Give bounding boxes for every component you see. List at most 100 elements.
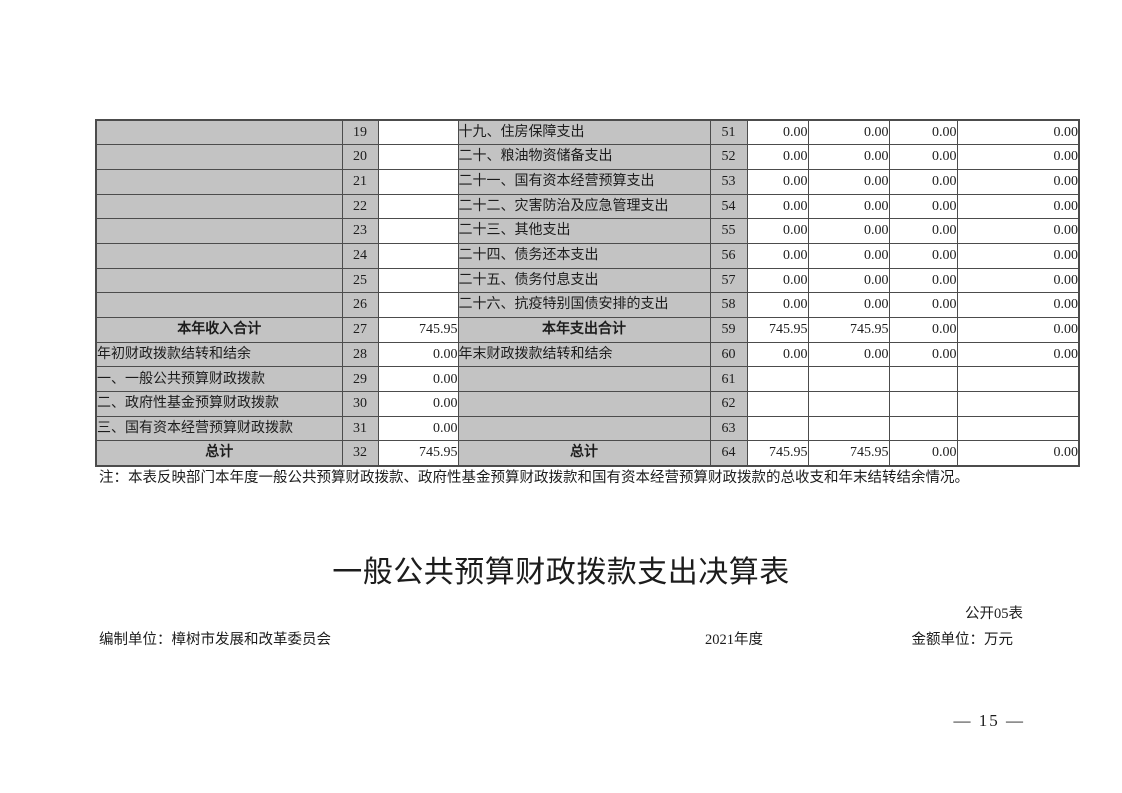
right-line-number: 54 (709, 193, 748, 220)
right-amount-3: 0.00 (888, 267, 958, 294)
right-amount-2: 0.00 (807, 193, 890, 220)
right-amount-4: 0.00 (956, 341, 1080, 368)
right-amount-2: 745.95 (807, 440, 890, 467)
right-amount-3: 0.00 (888, 341, 958, 368)
table-code-label: 公开05表 (965, 606, 1023, 622)
right-amount-1: 0.00 (746, 193, 809, 220)
right-amount-1 (746, 391, 809, 417)
table-row: 26 二十六、抗疫特别国债安排的支出 58 0.00 0.00 0.00 0.0… (95, 292, 1080, 318)
left-item-label (95, 193, 343, 220)
left-line-number: 26 (341, 292, 379, 318)
left-item-label (95, 242, 343, 269)
left-amount: 745.95 (377, 317, 459, 343)
right-line-number: 55 (709, 218, 748, 244)
right-amount-3: 0.00 (888, 119, 958, 146)
table-row: 23 二十三、其他支出 55 0.00 0.00 0.00 0.00 (95, 218, 1080, 244)
right-amount-3: 0.00 (888, 317, 958, 343)
table-row: 19 十九、住房保障支出 51 0.00 0.00 0.00 0.00 (95, 119, 1080, 146)
table-row: 本年收入合计 27 745.95 本年支出合计 59 745.95 745.95… (95, 317, 1080, 343)
right-amount-2: 0.00 (807, 242, 890, 269)
right-item-label: 二十二、灾害防治及应急管理支出 (457, 193, 711, 220)
right-amount-1: 0.00 (746, 218, 809, 244)
prepared-by-label: 编制单位：樟树市发展和改革委员会 (99, 632, 331, 648)
left-line-number: 20 (341, 144, 379, 170)
left-item-label: 三、国有资本经营预算财政拨款 (95, 415, 343, 442)
right-amount-4: 0.00 (956, 218, 1080, 244)
right-amount-2: 0.00 (807, 119, 890, 146)
right-amount-4 (956, 366, 1080, 393)
left-line-number: 25 (341, 267, 379, 294)
next-table-title: 一般公共预算财政拨款支出决算表 (332, 556, 790, 589)
right-amount-2 (807, 391, 890, 417)
right-amount-4 (956, 391, 1080, 417)
amount-unit-label: 金额单位：万元 (911, 632, 1014, 648)
right-amount-2: 0.00 (807, 267, 890, 294)
left-line-number: 27 (341, 317, 379, 343)
page-number: — 15 — (953, 711, 1025, 730)
right-item-label: 十九、住房保障支出 (457, 119, 711, 146)
left-item-label (95, 267, 343, 294)
right-amount-1: 0.00 (746, 144, 809, 170)
right-item-label (457, 415, 711, 442)
left-item-label: 二、政府性基金预算财政拨款 (95, 391, 343, 417)
left-amount (377, 267, 459, 294)
right-amount-4: 0.00 (956, 292, 1080, 318)
right-amount-2: 0.00 (807, 144, 890, 170)
left-line-number: 31 (341, 415, 379, 442)
right-amount-2 (807, 415, 890, 442)
right-line-number: 53 (709, 168, 748, 195)
left-line-number: 19 (341, 119, 379, 146)
left-line-number: 28 (341, 341, 379, 368)
right-amount-1: 0.00 (746, 119, 809, 146)
right-amount-3: 0.00 (888, 242, 958, 269)
right-item-label (457, 366, 711, 393)
right-amount-4: 0.00 (956, 440, 1080, 467)
right-amount-3: 0.00 (888, 144, 958, 170)
right-amount-1: 0.00 (746, 341, 809, 368)
right-amount-4: 0.00 (956, 267, 1080, 294)
right-amount-4: 0.00 (956, 119, 1080, 146)
left-item-label: 年初财政拨款结转和结余 (95, 341, 343, 368)
left-amount: 0.00 (377, 415, 459, 442)
right-amount-1: 745.95 (746, 440, 809, 467)
left-item-label (95, 144, 343, 170)
left-amount (377, 292, 459, 318)
left-item-label (95, 292, 343, 318)
left-amount (377, 218, 459, 244)
table-note: 注：本表反映部门本年度一般公共预算财政拨款、政府性基金预算财政拨款和国有资本经营… (99, 470, 969, 486)
left-item-label: 总计 (95, 440, 343, 467)
left-item-label (95, 119, 343, 146)
right-amount-3 (888, 415, 958, 442)
right-line-number: 60 (709, 341, 748, 368)
table-row: 年初财政拨款结转和结余 28 0.00 年末财政拨款结转和结余 60 0.00 … (95, 341, 1080, 368)
right-amount-2 (807, 366, 890, 393)
right-line-number: 59 (709, 317, 748, 343)
right-amount-4: 0.00 (956, 242, 1080, 269)
right-line-number: 51 (709, 119, 748, 146)
right-amount-3: 0.00 (888, 193, 958, 220)
right-amount-3: 0.00 (888, 168, 958, 195)
right-amount-4: 0.00 (956, 168, 1080, 195)
right-line-number: 57 (709, 267, 748, 294)
right-line-number: 64 (709, 440, 748, 467)
table-row: 一、一般公共预算财政拨款 29 0.00 61 (95, 366, 1080, 393)
left-amount: 745.95 (377, 440, 459, 467)
left-item-label (95, 218, 343, 244)
right-line-number: 62 (709, 391, 748, 417)
right-item-label: 总计 (457, 440, 711, 467)
right-amount-2: 0.00 (807, 341, 890, 368)
right-amount-1: 0.00 (746, 292, 809, 318)
left-amount (377, 119, 459, 146)
right-item-label: 二十、粮油物资储备支出 (457, 144, 711, 170)
right-amount-4 (956, 415, 1080, 442)
right-amount-2: 0.00 (807, 218, 890, 244)
right-item-label: 二十一、国有资本经营预算支出 (457, 168, 711, 195)
left-line-number: 24 (341, 242, 379, 269)
right-line-number: 61 (709, 366, 748, 393)
left-amount (377, 168, 459, 195)
left-line-number: 29 (341, 366, 379, 393)
right-amount-3 (888, 366, 958, 393)
table-row: 二、政府性基金预算财政拨款 30 0.00 62 (95, 391, 1080, 417)
right-amount-3: 0.00 (888, 440, 958, 467)
left-item-label: 一、一般公共预算财政拨款 (95, 366, 343, 393)
